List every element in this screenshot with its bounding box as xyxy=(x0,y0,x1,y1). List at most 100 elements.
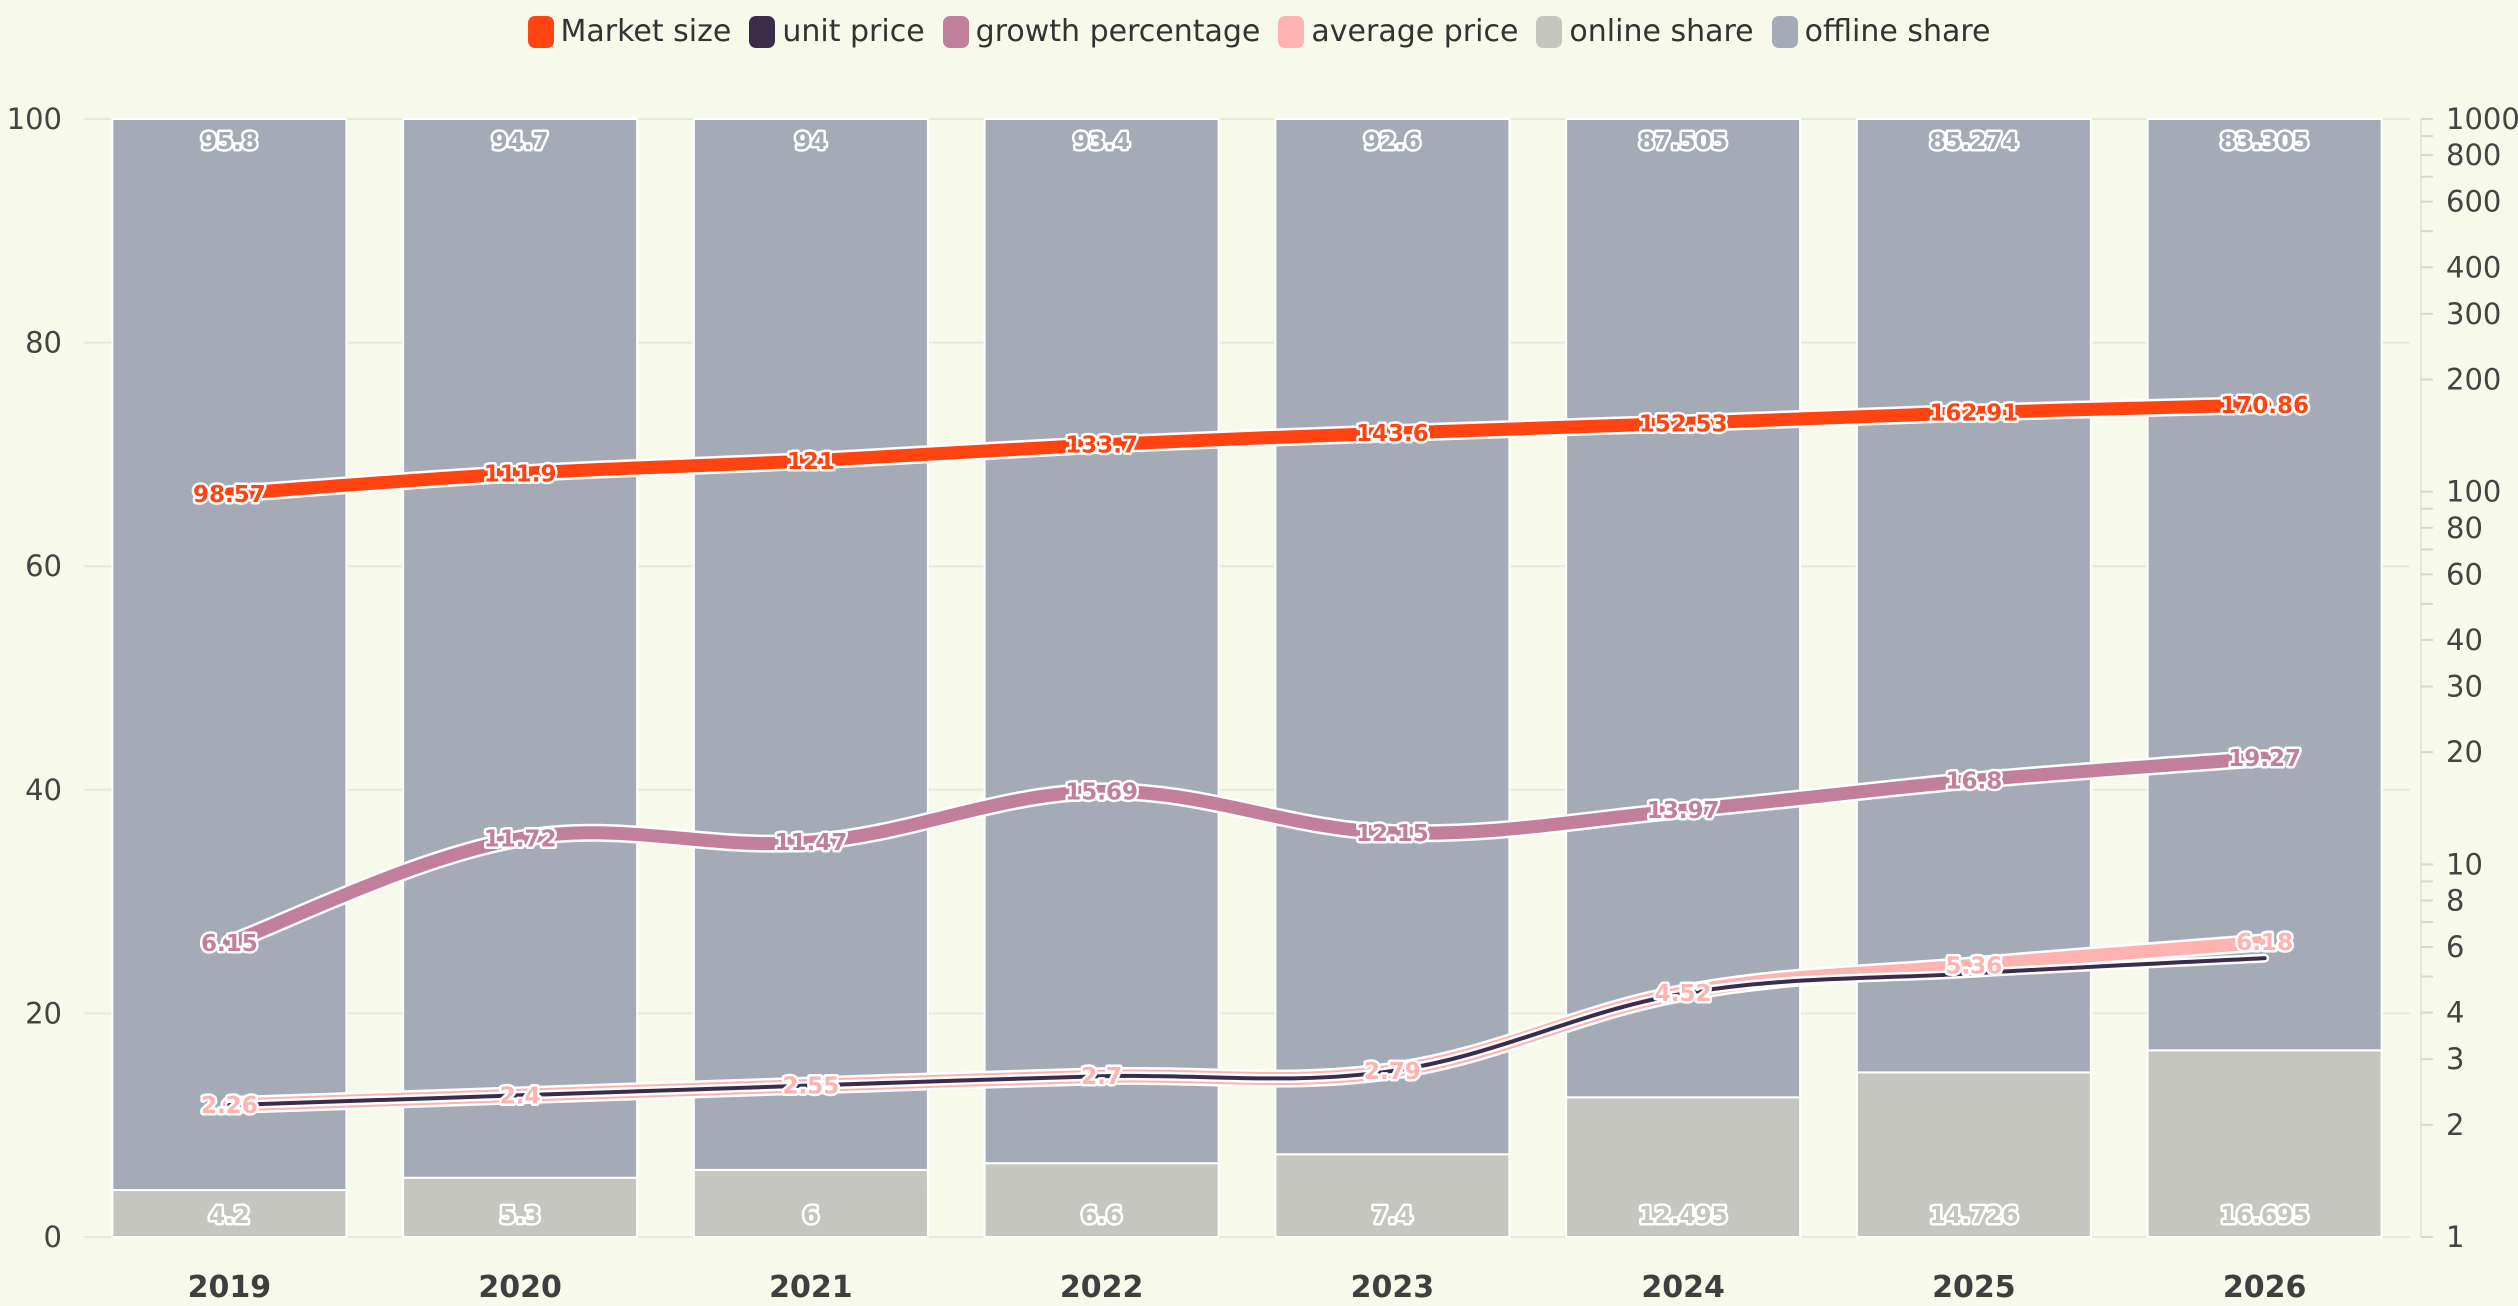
line-value-label: 11.47 xyxy=(774,830,847,856)
line-value-label: 12.15 xyxy=(1356,821,1429,847)
bar-value-label: 6 xyxy=(803,1203,819,1229)
bar-value-label: 5.3 xyxy=(500,1203,541,1229)
line-value-label: 6.18 xyxy=(2236,930,2293,956)
legend-item[interactable]: growth percentage xyxy=(942,14,1261,49)
legend-item[interactable]: Market size xyxy=(527,14,732,49)
series-line xyxy=(222,751,2272,950)
legend-swatch xyxy=(527,15,554,48)
x-tick-label: 2020 xyxy=(478,1270,562,1305)
legend-swatch xyxy=(1278,15,1305,48)
legend-item[interactable]: average price xyxy=(1278,14,1518,49)
line-value-label: 15.69 xyxy=(1065,779,1138,805)
y-right-tick-label: 60 xyxy=(2446,557,2483,591)
bar xyxy=(983,1162,1220,1239)
y-right-tick-label: 80 xyxy=(2446,511,2483,545)
line-value-label: 133.7 xyxy=(1065,433,1138,459)
line-value-label: 19.27 xyxy=(2228,746,2301,772)
y-right-tick-label: 100 xyxy=(2446,475,2501,509)
legend-item[interactable]: offline share xyxy=(1771,14,1991,49)
bar xyxy=(692,118,929,1171)
bar xyxy=(1565,1096,1802,1239)
line-value-label: 162.91 xyxy=(1929,401,2018,427)
line-group xyxy=(220,395,2274,1115)
y-right-tick-label: 3 xyxy=(2446,1042,2464,1076)
bar-group xyxy=(111,118,2383,1239)
bar-value-label: 83.305 xyxy=(2220,129,2309,155)
legend-item[interactable]: unit price xyxy=(749,14,925,49)
bar-value-label: 14.726 xyxy=(1929,1203,2018,1229)
y-right-tick-label: 600 xyxy=(2446,185,2501,219)
y-left-tick-label: 80 xyxy=(25,326,62,360)
bar-value-label: 85.274 xyxy=(1929,129,2018,155)
x-tick-label: 2025 xyxy=(1932,1270,2016,1305)
line-value-label: 5.36 xyxy=(1946,953,2003,979)
legend-label: offline share xyxy=(1804,14,1991,49)
bar-value-label: 92.6 xyxy=(1364,129,1421,155)
line-value-label: 2.26 xyxy=(201,1093,258,1119)
x-tick-label: 2026 xyxy=(2223,1270,2307,1305)
line-value-label: 16.8 xyxy=(1946,768,2003,794)
y-right-tick-label: 30 xyxy=(2446,670,2483,704)
bar-value-label: 16.695 xyxy=(2220,1203,2309,1229)
legend-label: Market size xyxy=(560,14,732,49)
bar xyxy=(2146,118,2383,1052)
line-value-label: 11.72 xyxy=(484,827,557,853)
line-value-label: 13.97 xyxy=(1647,798,1720,824)
bar-value-label: 6.6 xyxy=(1081,1203,1122,1229)
legend-label: growth percentage xyxy=(975,14,1261,49)
line-value-label: 2.7 xyxy=(1081,1064,1122,1090)
y-right-tick-label: 10 xyxy=(2446,847,2483,881)
bar-value-label: 87.505 xyxy=(1639,129,1728,155)
y-left-tick-label: 20 xyxy=(25,996,62,1030)
line-value-label: 121 xyxy=(787,449,835,475)
x-tick-label: 2022 xyxy=(1060,1270,1144,1305)
bar xyxy=(2146,1049,2383,1238)
legend-swatch xyxy=(749,15,776,48)
line-value-label: 2.55 xyxy=(783,1073,840,1099)
bar-value-label: 4.2 xyxy=(209,1203,250,1229)
bar xyxy=(1565,118,1802,1099)
legend-label: average price xyxy=(1311,14,1519,49)
series-line xyxy=(227,956,2267,1108)
bar-value-label: 94.7 xyxy=(492,129,549,155)
legend-label: online share xyxy=(1569,14,1754,49)
line-value-label: 2.79 xyxy=(1364,1059,1421,1085)
bar xyxy=(111,1189,348,1238)
y-right-tick-label: 20 xyxy=(2446,735,2483,769)
bar xyxy=(983,118,1220,1165)
y-right-tick-label: 8 xyxy=(2446,883,2464,917)
x-tick-label: 2023 xyxy=(1351,1270,1435,1305)
bar xyxy=(692,1168,929,1239)
y-right-tick-label: 1 xyxy=(2446,1220,2464,1254)
bar-value-label: 7.4 xyxy=(1372,1203,1413,1229)
y-right-tick-label: 800 xyxy=(2446,138,2501,172)
y-left-tick-label: 60 xyxy=(25,549,62,583)
y-right-tick-label: 300 xyxy=(2446,297,2501,331)
y-left-tick-label: 100 xyxy=(7,102,62,136)
bar-value-label: 95.8 xyxy=(201,129,258,155)
line-value-label: 152.53 xyxy=(1639,411,1728,437)
bar xyxy=(111,118,348,1192)
y-right-tick-label: 200 xyxy=(2446,362,2501,396)
y-left-tick-label: 40 xyxy=(25,773,62,807)
legend-swatch xyxy=(1771,15,1798,48)
bar xyxy=(1274,118,1511,1156)
legend-item[interactable]: online share xyxy=(1536,14,1754,49)
bar-value-label: 12.495 xyxy=(1639,1203,1728,1229)
y-right-tick-label: 400 xyxy=(2446,250,2501,284)
data-labels: 4.2 95.8 5.3 94.7 6 94 6.6 93.4 7.4 92.6 12.495 87.… xyxy=(190,127,2311,1232)
y-right-tick-label: 1000 xyxy=(2446,102,2518,136)
y-right-tick-label: 6 xyxy=(2446,930,2464,964)
y-right-tick-label: 40 xyxy=(2446,623,2483,657)
legend-label: unit price xyxy=(782,14,925,49)
legend-swatch xyxy=(1536,15,1563,48)
line-value-label: 170.86 xyxy=(2220,393,2309,419)
line-value-label: 98.57 xyxy=(193,482,266,508)
line-value-label: 143.6 xyxy=(1356,421,1429,447)
series-line xyxy=(222,398,2272,501)
line-value-label: 111.9 xyxy=(484,461,557,487)
legend: Market size unit price growth percentage av… xyxy=(0,14,2518,49)
y-right-tick-label: 4 xyxy=(2446,996,2464,1030)
